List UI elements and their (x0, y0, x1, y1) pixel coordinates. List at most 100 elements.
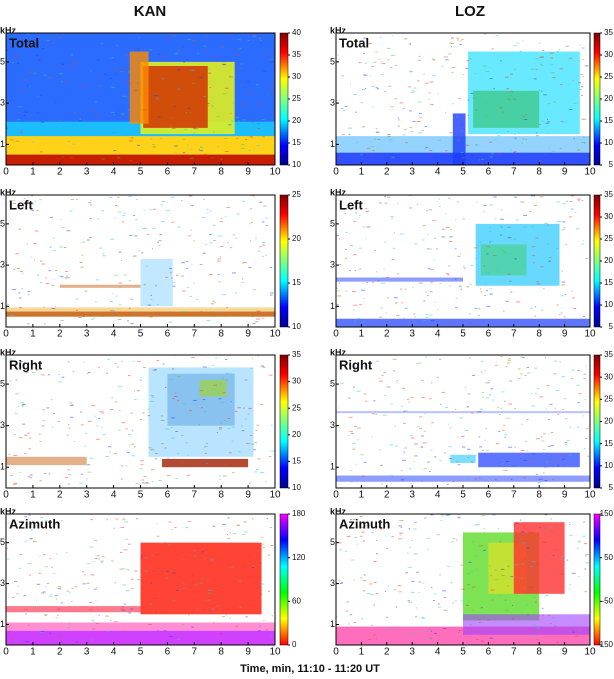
spectrogram-speckle (168, 544, 171, 546)
spectrogram-speckle (227, 35, 232, 37)
spectrogram-speckle (519, 519, 522, 521)
spectrogram-speckle (127, 375, 131, 377)
spectrogram-speckle (89, 217, 92, 219)
spectrogram-speckle (432, 600, 435, 602)
spectrogram-speckle (201, 99, 205, 101)
spectrogram-speckle (192, 127, 196, 129)
colorbar-tick-label: 15 (604, 439, 613, 448)
spectrogram-speckle (59, 126, 62, 128)
spectrogram-texture (513, 522, 565, 594)
spectrogram-speckle (167, 475, 171, 477)
spectrogram-speckle (391, 258, 395, 260)
spectrogram-speckle (510, 149, 512, 151)
spectrogram-speckle (233, 581, 236, 583)
x-tick-label: 6 (165, 329, 171, 340)
spectrogram-speckle (115, 44, 118, 46)
spectrogram-speckle (353, 579, 356, 581)
spectrogram-speckle (56, 598, 58, 600)
spectrogram-speckle (255, 84, 260, 86)
spectrogram-speckle (472, 374, 476, 376)
colorbar-tick-label: 25 (604, 394, 613, 403)
spectrogram-speckle (225, 359, 228, 361)
spectrogram-speckle (392, 358, 397, 360)
spectrogram-speckle (481, 478, 484, 480)
spectrogram-speckle (256, 145, 261, 147)
spectrogram-speckle (63, 79, 68, 81)
spectrogram-speckle (181, 311, 186, 313)
spectrogram-speckle (160, 204, 163, 206)
spectrogram-speckle (194, 584, 198, 586)
spectrogram-speckle (27, 291, 31, 293)
spectrogram-speckle (264, 52, 267, 54)
x-tick-label: 9 (245, 167, 251, 178)
spectrogram-speckle (152, 208, 156, 210)
spectrogram-speckle (577, 199, 580, 201)
spectrogram-speckle (202, 252, 206, 254)
spectrogram-speckle (527, 530, 530, 532)
spectrogram-speckle (463, 267, 466, 269)
spectrogram-speckle (270, 292, 274, 294)
spectrogram-speckle (416, 121, 421, 123)
spectrogram-speckle (36, 583, 41, 585)
spectrogram-speckle (192, 399, 197, 401)
colorbar-tick-label: 180 (292, 509, 306, 518)
spectrogram-speckle (431, 58, 436, 60)
spectrogram-speckle (434, 301, 436, 303)
spectrogram-speckle (521, 423, 523, 425)
spectrogram-speckle (520, 578, 524, 580)
spectrogram-speckle (141, 482, 145, 484)
spectrogram-speckle (366, 147, 371, 149)
spectrogram-speckle (560, 573, 565, 575)
spectrogram-speckle (90, 110, 93, 112)
spectrogram-speckle (336, 235, 340, 237)
spectrogram-speckle (385, 312, 387, 314)
spectrogram-speckle (571, 208, 574, 210)
spectrogram-speckle (212, 364, 215, 366)
spectrogram-speckle (166, 210, 170, 212)
spectrogram-speckle (414, 455, 418, 457)
spectrogram-speckle (122, 609, 126, 611)
spectrogram-speckle (255, 238, 257, 240)
spectrogram-speckle (489, 293, 492, 295)
spectrogram-speckle (68, 623, 72, 625)
spectrogram-speckle (16, 267, 20, 269)
spectrogram-speckle (550, 64, 554, 66)
spectrogram-speckle (501, 226, 503, 228)
spectrogram-speckle (505, 461, 510, 463)
spectrogram-speckle (172, 398, 175, 400)
spectrogram-speckle (39, 440, 43, 442)
spectrogram-speckle (532, 453, 536, 455)
spectrogram-speckle (149, 316, 153, 318)
spectrogram-speckle (369, 583, 373, 585)
spectrogram-speckle (425, 82, 429, 84)
spectrogram-speckle (571, 572, 576, 574)
spectrogram-speckle (252, 518, 254, 520)
spectrogram-speckle (27, 476, 30, 478)
y-tick-label: 5 (0, 378, 5, 388)
spectrogram-texture (6, 154, 275, 165)
spectrogram-speckle (547, 224, 549, 226)
colorbar-tick-label: 10 (604, 461, 613, 470)
spectrogram-speckle (408, 601, 413, 603)
spectrogram-speckle (154, 554, 158, 556)
x-tick-label: 0 (3, 647, 9, 658)
colorbar-tick-label: 5 (609, 483, 614, 492)
spectrogram-speckle (213, 384, 217, 386)
spectrogram-speckle (577, 402, 580, 404)
spectrogram-speckle (351, 290, 356, 292)
spectrogram-speckle (501, 463, 504, 465)
x-tick-label: 6 (486, 329, 492, 340)
spectrogram-speckle (230, 566, 234, 568)
colorbar-tick-label: 30 (604, 212, 613, 221)
spectrogram-speckle (151, 396, 155, 398)
spectrogram-speckle (352, 442, 356, 444)
spectrogram-speckle (356, 543, 358, 545)
spectrogram-speckle (248, 322, 250, 324)
spectrogram-speckle (581, 118, 584, 120)
spectrogram-speckle (386, 547, 388, 549)
spectrogram-speckle (536, 627, 540, 629)
spectrogram-speckle (249, 240, 252, 242)
spectrogram-speckle (20, 38, 22, 40)
spectrogram-speckle (109, 301, 113, 303)
